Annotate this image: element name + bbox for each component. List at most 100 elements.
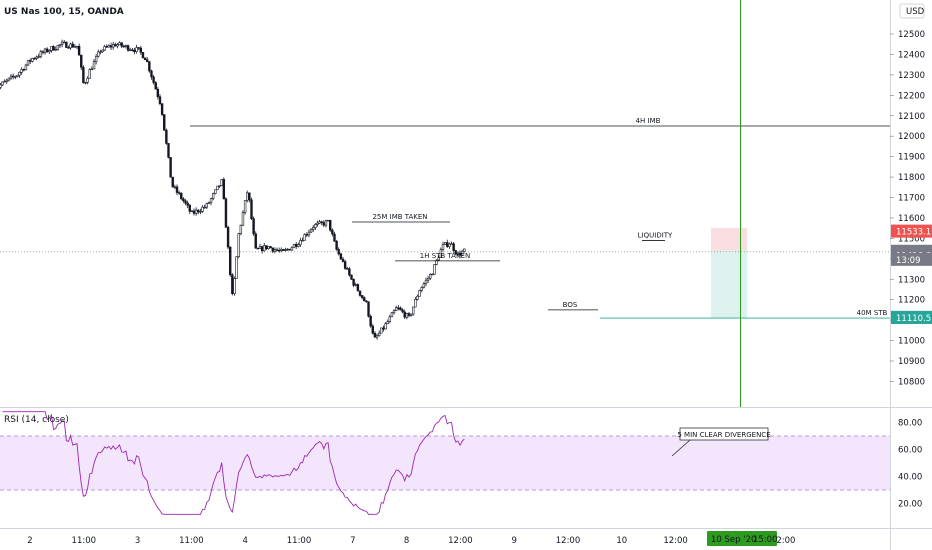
candle [101, 49, 104, 53]
candle [429, 273, 432, 281]
candle [45, 47, 49, 53]
candle-up [31, 57, 34, 62]
candle [43, 47, 47, 55]
candle [171, 176, 174, 188]
candle-down [156, 88, 160, 98]
candle-up [75, 45, 79, 48]
divergence-callout[interactable] [679, 427, 769, 441]
price-pane[interactable] [0, 0, 890, 407]
candle [258, 243, 262, 249]
candle-up [103, 46, 106, 51]
candle-up [111, 44, 115, 48]
candle [90, 66, 94, 71]
candle-up [405, 313, 409, 318]
candle [216, 185, 219, 191]
candle [63, 39, 66, 44]
candle-up [456, 252, 460, 255]
candle [41, 50, 45, 55]
candle [192, 208, 196, 216]
candle-down [452, 243, 455, 251]
candle [148, 61, 151, 73]
price-axis[interactable]: 12500 12400 12300 12200 12100 12000 11900 11800… [890, 30, 925, 387]
candle-up [280, 249, 283, 251]
candle [167, 143, 170, 159]
candle-up [435, 259, 438, 265]
candle-down [373, 332, 377, 338]
candle [175, 184, 179, 196]
candle-up [412, 306, 415, 315]
candle [439, 247, 443, 259]
candle-up [273, 249, 277, 252]
candle-down [131, 49, 134, 51]
candle-up [263, 245, 266, 252]
candle [224, 197, 228, 228]
candle-up [241, 212, 245, 226]
candle [173, 184, 177, 190]
candle [97, 49, 100, 58]
currency-button[interactable] [899, 3, 925, 19]
candle [250, 197, 253, 220]
candle-up [194, 209, 198, 214]
candle-up [235, 256, 238, 279]
candle [273, 247, 277, 254]
level-label: 4H IMB [636, 117, 661, 125]
candle-up [56, 45, 60, 50]
candle-down [294, 244, 298, 247]
candle [407, 311, 411, 318]
candle [201, 205, 204, 213]
candle [252, 216, 255, 236]
candle-down [358, 290, 362, 296]
candle-up [99, 51, 102, 53]
candle [229, 246, 232, 277]
target-zone-box[interactable] [711, 250, 747, 319]
candle [160, 103, 164, 117]
date-marker [707, 531, 777, 546]
price-tick-label: 11800 [898, 173, 925, 183]
candle-down [71, 43, 74, 48]
candle-down [152, 76, 155, 83]
rsi-axis[interactable]: 80.00 60.00 40.00 20.00 [898, 419, 922, 510]
candle [269, 245, 272, 249]
candle [311, 225, 315, 232]
candle-down [165, 129, 168, 144]
candle-down [192, 210, 196, 214]
candle-down [197, 209, 200, 213]
candle [52, 45, 55, 51]
price-tick-label: 10900 [898, 357, 925, 367]
candle-up [101, 49, 104, 53]
candle [352, 278, 355, 288]
time-tick-label: 12:00 [771, 536, 796, 546]
candle [456, 251, 460, 256]
candle [65, 41, 68, 48]
time-axis[interactable]: 211:00311:00411:007812:00912:001012:0011… [27, 536, 795, 546]
candle-up [86, 78, 89, 83]
candle-down [226, 227, 230, 248]
candle [316, 220, 319, 227]
candle-down [339, 253, 343, 260]
candle [280, 247, 283, 253]
candle [150, 69, 153, 80]
candle [88, 68, 91, 79]
candle [180, 192, 183, 201]
candle [454, 249, 457, 256]
candle-down [133, 49, 136, 53]
candle-down [182, 198, 185, 202]
risk-zone-box[interactable] [711, 228, 747, 251]
candle [450, 241, 453, 245]
candle [437, 255, 440, 261]
candle [231, 273, 234, 296]
candle [135, 44, 138, 54]
candle [292, 243, 296, 248]
candle-up [116, 44, 119, 47]
chart-title: US Nas 100, 15, OANDA [4, 7, 124, 17]
candle [169, 157, 172, 178]
candle-up [443, 242, 447, 245]
price-tick-label: 11300 [898, 275, 925, 285]
candle-down [158, 96, 162, 105]
candle [254, 231, 257, 249]
candle-up [97, 51, 100, 57]
price-tick-label: 12200 [898, 91, 925, 101]
candle-up [463, 248, 466, 252]
candle [382, 325, 385, 332]
candle [205, 202, 208, 210]
